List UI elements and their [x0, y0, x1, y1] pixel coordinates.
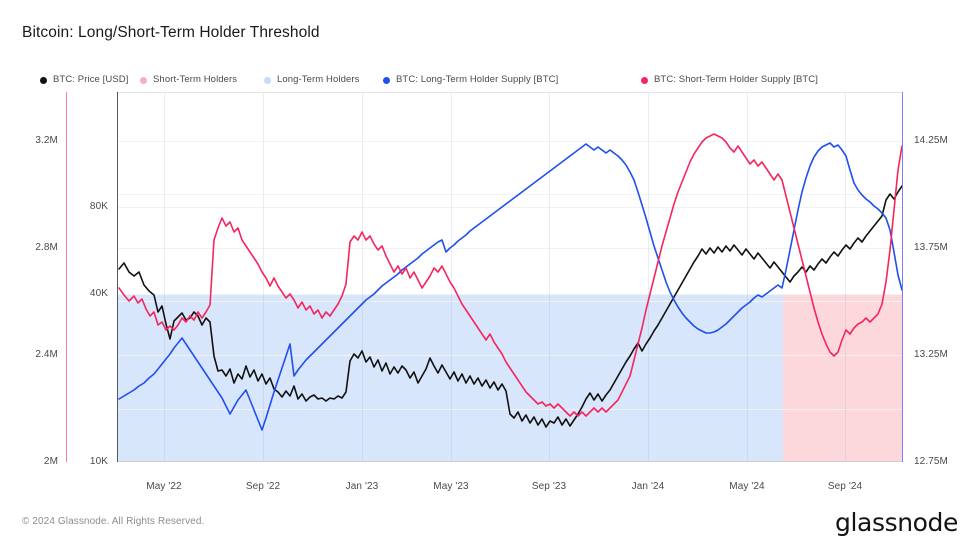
- horizontal-gridline: [117, 194, 903, 195]
- legend-color-dot-icon: [140, 76, 147, 84]
- y-tick-right: 14.25M: [914, 135, 948, 146]
- horizontal-gridline: [117, 207, 903, 208]
- legend-color-dot-icon: [264, 76, 271, 84]
- vertical-gridline: [263, 92, 264, 462]
- plot-area: [117, 92, 903, 462]
- series-line: [118, 142, 903, 431]
- legend-item-label: BTC: Long-Term Holder Supply [BTC]: [396, 74, 559, 85]
- legend-item-label: Short-Term Holders: [153, 74, 238, 85]
- legend-item[interactable]: Short-Term Holders: [140, 73, 237, 87]
- horizontal-gridline: [117, 141, 903, 142]
- glassnode-logo: glassnode: [835, 508, 958, 537]
- footer-copyright: © 2024 Glassnode. All Rights Reserved.: [22, 516, 205, 527]
- vertical-gridline: [164, 92, 165, 462]
- x-tick-label: May '22: [146, 481, 182, 492]
- x-tick-label: Sep '23: [531, 481, 567, 492]
- horizontal-gridline: [117, 248, 903, 249]
- legend-item[interactable]: BTC: Price [USD]: [40, 73, 129, 87]
- y-tick-left-outer: 2M: [43, 456, 58, 467]
- vertical-gridline: [549, 92, 550, 462]
- plot-bottom-border: [117, 461, 903, 462]
- legend-item[interactable]: BTC: Long-Term Holder Supply [BTC]: [383, 73, 558, 87]
- y-tick-left-inner: 40K: [89, 288, 108, 299]
- legend-item-label: Long-Term Holders: [277, 74, 360, 85]
- vertical-gridline: [747, 92, 748, 462]
- legend-color-dot-icon: [40, 76, 47, 84]
- legend-item-label: BTC: Short-Term Holder Supply [BTC]: [654, 74, 818, 85]
- horizontal-gridline: [117, 301, 903, 302]
- x-tick-label: Sep '22: [245, 481, 281, 492]
- x-tick-label: Jan '24: [631, 481, 665, 492]
- legend-color-dot-icon: [383, 76, 390, 84]
- y-tick-left-outer: 3.2M: [35, 135, 58, 146]
- legend-color-dot-icon: [641, 76, 648, 84]
- y-tick-right: 13.25M: [914, 349, 948, 360]
- horizontal-gridline: [117, 294, 903, 295]
- vertical-gridline: [451, 92, 452, 462]
- series-line: [118, 185, 903, 428]
- x-tick-label: Jan '23: [345, 481, 379, 492]
- legend-item[interactable]: Long-Term Holders: [264, 73, 359, 87]
- legend-item[interactable]: BTC: Short-Term Holder Supply [BTC]: [641, 73, 818, 87]
- plot-top-border: [117, 92, 903, 93]
- y-tick-left-inner: 80K: [89, 201, 108, 212]
- y-tick-right: 13.75M: [914, 242, 948, 253]
- axis-left-short-term-line: [66, 92, 68, 462]
- y-tick-right: 12.75M: [914, 456, 948, 467]
- vertical-gridline: [648, 92, 649, 462]
- series-canvas: [118, 133, 903, 431]
- vertical-gridline: [362, 92, 363, 462]
- y-tick-left-inner: 10K: [89, 456, 108, 467]
- legend-item-label: BTC: Price [USD]: [53, 74, 129, 85]
- series-line: [118, 133, 903, 417]
- y-tick-left-outer: 2.8M: [35, 242, 58, 253]
- page-title: Bitcoin: Long/Short-Term Holder Threshol…: [22, 24, 320, 41]
- short-term-holders-band: [783, 294, 902, 462]
- x-tick-label: May '24: [729, 481, 765, 492]
- horizontal-gridline: [117, 355, 903, 356]
- axis-right-long-term-line: [902, 92, 904, 462]
- vertical-gridline: [845, 92, 846, 462]
- x-tick-label: Sep '24: [827, 481, 863, 492]
- axis-left-price-line: [117, 92, 118, 462]
- y-tick-left-outer: 2.4M: [35, 349, 58, 360]
- x-tick-label: May '23: [433, 481, 469, 492]
